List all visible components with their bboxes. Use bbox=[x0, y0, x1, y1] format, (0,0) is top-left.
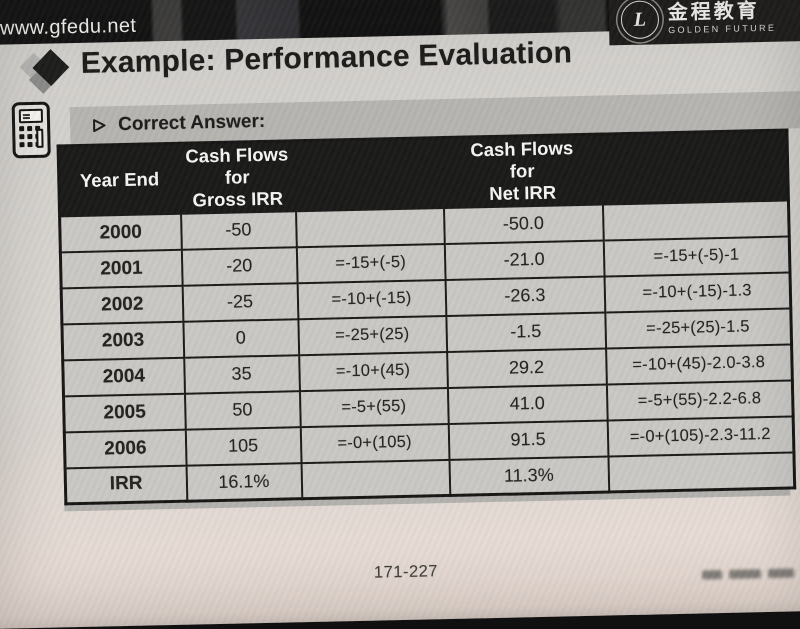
cell-net-cash-flow: 41.0 bbox=[447, 384, 608, 424]
column-header-gross-formula bbox=[294, 137, 444, 211]
cell-gross-cash-flow: 16.1% bbox=[186, 462, 302, 502]
cell-net-cash-flow: -26.3 bbox=[445, 276, 605, 316]
cell-net-irr-formula: =-25+(25)-1.5 bbox=[604, 307, 792, 349]
cell-year-end: 2006 bbox=[64, 429, 187, 468]
cell-gross-irr-formula bbox=[295, 207, 445, 247]
cell-net-cash-flow: 29.2 bbox=[446, 348, 607, 388]
cell-year-end: IRR bbox=[65, 465, 187, 504]
results-table-body: 2000 -50 -50.0 2001 -20 =-15+(-5) -21.0 =-15+(-… bbox=[59, 200, 795, 504]
arrowhead-bullet-icon bbox=[92, 118, 106, 132]
cell-net-cash-flow: -50.0 bbox=[443, 204, 604, 244]
cell-year-end: 2005 bbox=[63, 393, 186, 432]
results-table: Year End Cash Flows for Gross IRR Cash F… bbox=[56, 128, 797, 506]
cell-year-end: 2002 bbox=[61, 285, 183, 324]
calculator-screen bbox=[18, 108, 44, 124]
column-header-net-cash-flows: Cash Flows for Net IRR bbox=[441, 134, 603, 208]
cell-net-irr-formula: =-10+(-15)-1.3 bbox=[604, 271, 791, 313]
cell-gross-irr-formula: =-25+(25) bbox=[297, 315, 447, 355]
cell-net-irr-formula bbox=[602, 200, 790, 241]
brand-seal-icon: L bbox=[620, 0, 660, 40]
cell-net-irr-formula: =-0+(105)-2.3-11.2 bbox=[607, 415, 794, 457]
cell-gross-irr-formula: =-10+(-15) bbox=[297, 279, 446, 319]
column-header-year-end: Year End bbox=[58, 143, 181, 216]
cell-gross-cash-flow: -50 bbox=[180, 210, 297, 250]
calculator-keys bbox=[19, 125, 44, 151]
column-header-net-formula bbox=[600, 130, 789, 205]
cell-net-irr-formula: =-5+(55)-2.2-6.8 bbox=[606, 379, 794, 421]
corner-artifact bbox=[701, 568, 795, 580]
cell-net-irr-formula bbox=[607, 451, 795, 492]
cell-net-irr-formula: =-15+(-5)-1 bbox=[603, 235, 790, 277]
cell-gross-irr-formula bbox=[301, 459, 450, 499]
cell-net-cash-flow: -1.5 bbox=[445, 312, 606, 352]
cell-gross-irr-formula: =-10+(45) bbox=[298, 351, 448, 391]
brand-name-cn: 金程教育 bbox=[667, 0, 761, 24]
cell-net-cash-flow: 11.3% bbox=[448, 456, 609, 496]
cell-year-end: 2004 bbox=[62, 357, 185, 396]
page-title: Example: Performance Evaluation bbox=[80, 36, 573, 80]
cell-year-end: 2001 bbox=[60, 249, 183, 288]
correct-answer-strip: Correct Answer: bbox=[69, 90, 800, 145]
cell-gross-cash-flow: 35 bbox=[183, 354, 300, 394]
cell-gross-irr-formula: =-5+(55) bbox=[299, 387, 449, 427]
cell-net-irr-formula: =-10+(45)-2.0-3.8 bbox=[605, 343, 793, 385]
cell-year-end: 2000 bbox=[59, 213, 182, 252]
cell-gross-cash-flow: -20 bbox=[181, 246, 298, 286]
brand-text: 金程教育 GOLDEN FUTURE bbox=[667, 0, 777, 36]
cell-gross-cash-flow: 105 bbox=[185, 426, 302, 466]
brand-logo: L 金程教育 GOLDEN FUTURE bbox=[607, 0, 800, 46]
cell-gross-irr-formula: =-0+(105) bbox=[300, 423, 449, 463]
page-number: 171-227 bbox=[373, 562, 439, 582]
cell-net-cash-flow: -21.0 bbox=[444, 240, 605, 280]
cell-gross-cash-flow: 0 bbox=[182, 318, 299, 358]
diamond-cluster-icon bbox=[19, 49, 72, 100]
brand-name-en: GOLDEN FUTURE bbox=[668, 22, 777, 35]
site-url: www.gfedu.net bbox=[0, 14, 137, 40]
column-header-gross-cash-flows: Cash Flows for Gross IRR bbox=[179, 140, 296, 214]
correct-answer-label: Correct Answer: bbox=[117, 110, 266, 135]
cell-net-cash-flow: 91.5 bbox=[448, 420, 608, 460]
cell-year-end: 2003 bbox=[61, 321, 184, 360]
seal-letter: L bbox=[633, 8, 647, 31]
calculator-icon bbox=[11, 101, 51, 159]
cell-gross-irr-formula: =-15+(-5) bbox=[296, 243, 446, 283]
cell-gross-cash-flow: -25 bbox=[182, 282, 298, 322]
cell-gross-cash-flow: 50 bbox=[184, 390, 301, 430]
